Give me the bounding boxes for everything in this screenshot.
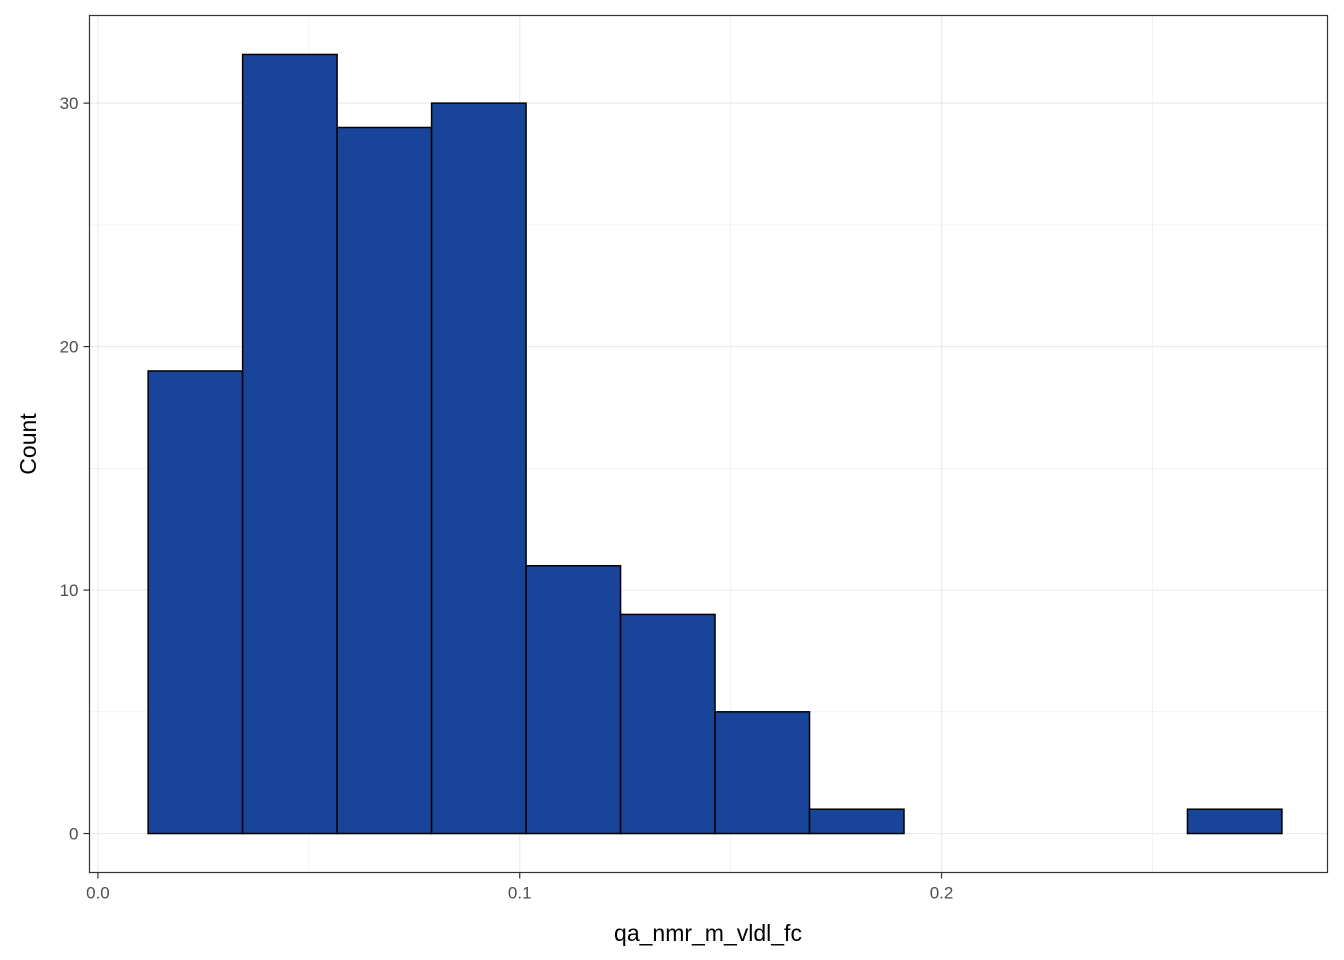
histogram-bar: [147, 370, 244, 835]
x-axis-title: qa_nmr_m_vldl_fc: [614, 920, 802, 946]
y-tick-label: 30: [60, 94, 79, 113]
histogram-bars: [147, 53, 1283, 835]
y-axis: 0 10 20 30: [60, 94, 90, 844]
histogram-bar: [241, 53, 338, 835]
x-tick-label: 0.1: [508, 884, 532, 903]
x-tick-label: 0.2: [930, 884, 954, 903]
histogram-bar: [1186, 808, 1283, 835]
y-tick-label: 10: [60, 581, 79, 600]
y-tick-label: 20: [60, 338, 79, 357]
histogram-bar: [525, 564, 622, 835]
histogram-bar: [430, 102, 527, 835]
y-tick-label: 0: [69, 825, 78, 844]
histogram-bar: [336, 126, 433, 835]
panel-border: [88, 14, 1329, 874]
x-tick-label: 0.0: [86, 884, 110, 903]
histogram-bar: [808, 808, 905, 835]
y-axis-title: Count: [15, 413, 41, 475]
histogram-bar: [714, 711, 811, 835]
x-axis: 0.0 0.1 0.2: [86, 872, 954, 903]
histogram-bar: [619, 613, 716, 835]
